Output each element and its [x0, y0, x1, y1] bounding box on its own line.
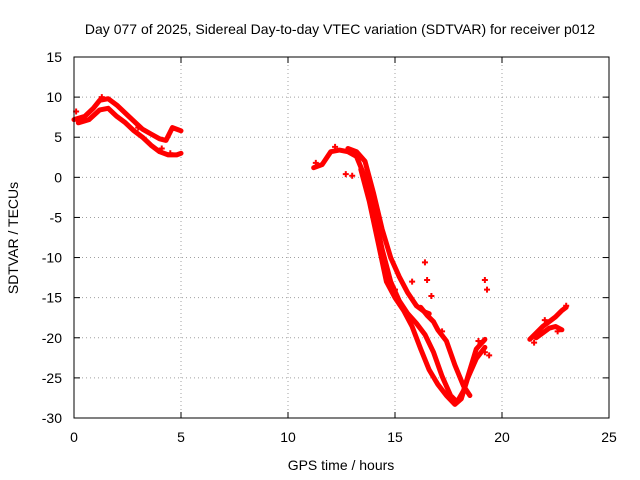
data-series — [71, 94, 570, 407]
scatter-point — [158, 145, 165, 152]
x-tick-label: 10 — [280, 429, 296, 445]
y-tick-label: 10 — [46, 89, 62, 105]
scatter-point — [439, 328, 446, 335]
scatter-point — [349, 172, 356, 179]
x-tick-label: 15 — [387, 429, 403, 445]
y-tick-label: -25 — [42, 370, 62, 386]
y-tick-label: -10 — [42, 250, 62, 266]
y-tick-label: -30 — [42, 410, 62, 426]
scatter-point — [486, 352, 493, 359]
scatter-point — [563, 302, 570, 309]
scatter-point — [135, 124, 142, 131]
series-afternoon-branch — [418, 304, 473, 398]
scatter-point — [167, 150, 174, 157]
scatter-point — [541, 317, 548, 324]
scatter-point — [428, 293, 435, 300]
series-evening-arc-lower — [533, 324, 565, 341]
x-tick-label: 20 — [494, 429, 510, 445]
x-tick-label: 0 — [70, 429, 78, 445]
series-morning-arc-lower — [75, 105, 184, 158]
y-tick-label: 15 — [46, 49, 62, 65]
series-evening-arc — [527, 304, 569, 342]
plot-frame — [73, 56, 610, 419]
scatter-point — [481, 349, 488, 356]
scatter-point — [409, 278, 416, 285]
scatter-point — [332, 143, 339, 150]
scatter-point — [342, 171, 349, 178]
chart-title: Day 077 of 2025, Sidereal Day-to-day VTE… — [85, 21, 595, 37]
series-afternoon-descent-lower — [358, 166, 488, 407]
y-axis-label: SDTVAR / TECUs — [5, 182, 21, 294]
x-tick-label: 5 — [177, 429, 185, 445]
scatter-point — [312, 159, 319, 166]
y-tick-label: -20 — [42, 330, 62, 346]
axis-ticks — [73, 56, 610, 419]
scatter-point — [554, 328, 561, 335]
x-axis-label: GPS time / hours — [288, 457, 395, 473]
scatter-point — [424, 277, 431, 284]
scatter-point — [421, 259, 428, 266]
y-tick-label: 0 — [54, 169, 62, 185]
y-tick-label: 5 — [54, 129, 62, 145]
grid-lines — [74, 57, 609, 418]
x-tick-label: 25 — [601, 429, 617, 445]
tick-labels: 0 5 10 15 20 25 -30 -25 -20 -15 -10 -5 0 5 10 15 — [42, 49, 617, 445]
series-morning-arc-upper — [71, 96, 184, 143]
scatter-point — [531, 339, 538, 346]
scatter-point — [392, 286, 398, 293]
y-tick-label: -5 — [50, 209, 63, 225]
y-tick-label: -15 — [42, 290, 62, 306]
scatter-point — [475, 337, 482, 344]
scatter-point — [98, 94, 105, 101]
scatter-point — [484, 286, 491, 293]
scatter-point — [481, 277, 488, 284]
